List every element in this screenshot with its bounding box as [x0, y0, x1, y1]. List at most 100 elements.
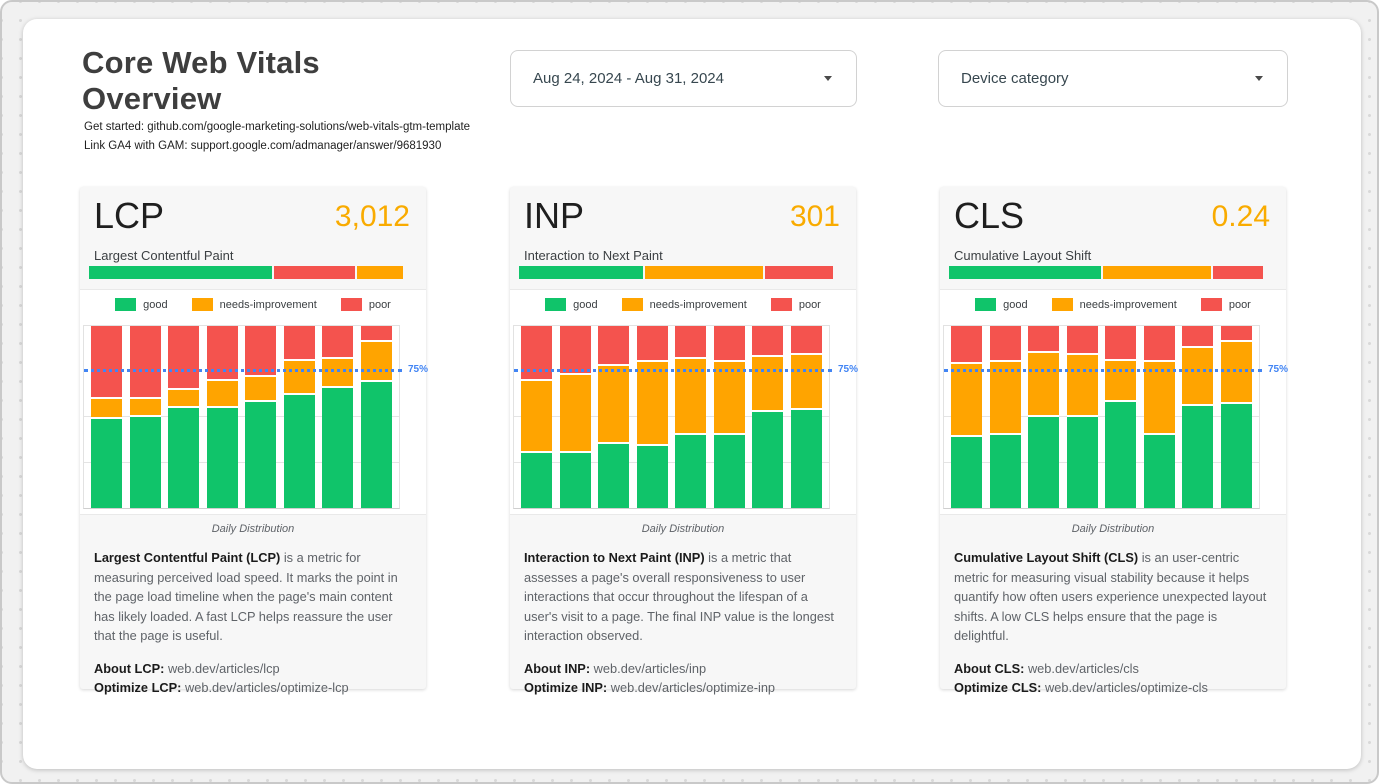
bar-segment-good [1143, 435, 1175, 508]
stacked-bar-4 [636, 326, 668, 508]
legend-item-good: good [115, 298, 168, 311]
distribution-segment-good [89, 266, 272, 279]
stacked-bar-8 [1220, 326, 1252, 508]
metric-subtitle: Interaction to Next Paint [524, 248, 663, 263]
bar-segment-good [752, 411, 784, 508]
bar-segment-poor [245, 326, 277, 377]
reference-line-label: 75% [408, 363, 429, 375]
link-ga4-gam-link: Link GA4 with GAM: support.google.com/ad… [84, 140, 442, 152]
stacked-bar-6 [713, 326, 745, 508]
legend-swatch-needs-improvement [191, 298, 213, 311]
chevron-down-icon [824, 76, 832, 81]
bar-segment-needs-improvement [322, 358, 354, 388]
bar-segment-needs-improvement [713, 362, 745, 436]
description-body: is an user-centric metric for measuring … [954, 550, 1267, 643]
bar-segment-needs-improvement [559, 375, 591, 454]
bar-segment-needs-improvement [91, 398, 123, 419]
stacked-bar-2 [129, 326, 161, 508]
distribution-segment-poor [1213, 266, 1263, 279]
metric-title: LCP [94, 195, 165, 236]
bar-segment-good [1066, 417, 1098, 508]
reference-line-label: 75% [1268, 363, 1289, 375]
metric-description: Cumulative Layout Shift (CLS) is an user… [954, 548, 1273, 698]
bar-segment-needs-improvement [790, 355, 822, 410]
bar-segment-good [598, 444, 630, 508]
date-range-control[interactable]: Aug 24, 2024 - Aug 31, 2024 [510, 50, 857, 107]
reference-line-75: 75% [944, 364, 1288, 375]
stacked-bar-3 [168, 326, 200, 508]
legend-swatch-poor [1200, 298, 1222, 311]
bar-segment-good [951, 437, 983, 508]
legend-item-poor: poor [1200, 298, 1251, 311]
optimize-line: Optimize LCP: web.dev/articles/optimize-… [94, 678, 413, 698]
legend-swatch-needs-improvement [1051, 298, 1073, 311]
daily-distribution-chart[interactable]: 75% [943, 325, 1288, 509]
metric-subtitle: Largest Contentful Paint [94, 248, 234, 263]
bar-segment-needs-improvement [245, 376, 277, 403]
gridline-50 [514, 416, 829, 417]
description-lead: Interaction to Next Paint (INP) [524, 550, 705, 565]
legend-label: good [143, 298, 168, 311]
distribution-segment-needs-improvement [356, 266, 403, 279]
metric-title: CLS [954, 195, 1025, 236]
optimize-url: web.dev/articles/optimize-inp [610, 680, 776, 695]
chart-legend: good needs-improvement poor [940, 298, 1286, 311]
daily-distribution-chart[interactable]: 75% [513, 325, 858, 509]
metric-description: Interaction to Next Paint (INP) is a met… [524, 548, 843, 698]
about-line: About INP: web.dev/articles/inp [524, 659, 843, 679]
stacked-bar-3 [598, 326, 630, 508]
bar-segment-poor [675, 326, 707, 359]
bar-segment-good [168, 407, 200, 508]
bar-segment-needs-improvement [1220, 342, 1252, 405]
bar-segment-needs-improvement [752, 356, 784, 412]
metric-title: INP [524, 195, 585, 236]
daily-distribution-chart[interactable]: 75% [83, 325, 428, 509]
bar-segment-poor [1182, 326, 1214, 348]
legend-label: poor [368, 298, 391, 311]
stacked-bar-1 [521, 326, 553, 508]
stacked-bar-4 [1066, 326, 1098, 508]
device-category-control[interactable]: Device category [938, 50, 1288, 107]
stacked-bar-8 [360, 326, 392, 508]
legend-item-poor: poor [770, 298, 821, 311]
bar-segment-good [1028, 417, 1060, 508]
description-body: is a metric for measuring perceived load… [94, 550, 398, 643]
bar-segment-good [129, 417, 161, 508]
bar-segment-poor [1105, 326, 1137, 361]
device-category-value: Device category [961, 70, 1069, 87]
about-line: About LCP: web.dev/articles/lcp [94, 659, 413, 679]
optimize-url: web.dev/articles/optimize-cls [1045, 680, 1208, 695]
bar-segment-good [360, 382, 392, 508]
legend-label: good [1003, 298, 1028, 311]
stacked-bar-7 [322, 326, 354, 508]
bar-segment-poor [1143, 326, 1175, 363]
bar-segment-poor [598, 326, 630, 367]
gridline-25 [84, 461, 399, 463]
stacked-bar-7 [752, 326, 784, 508]
legend-swatch-poor [770, 298, 792, 311]
date-range-value: Aug 24, 2024 - Aug 31, 2024 [533, 70, 724, 87]
stacked-bar-6 [1143, 326, 1175, 508]
chart-caption: Daily Distribution [211, 523, 295, 535]
bar-segment-poor [1028, 326, 1060, 354]
description-lead: Cumulative Layout Shift (CLS) [954, 550, 1139, 565]
gridline-25 [944, 461, 1259, 463]
legend-label: needs-improvement [649, 298, 747, 311]
legend-swatch-poor [340, 298, 362, 311]
stacked-bar-2 [559, 326, 591, 508]
bar-segment-poor [206, 326, 238, 381]
bar-segment-needs-improvement [206, 380, 238, 408]
bar-segment-needs-improvement [1105, 360, 1137, 403]
optimize-line: Optimize INP: web.dev/articles/optimize-… [524, 678, 843, 698]
stacked-bar-5 [245, 326, 277, 508]
reference-links: About LCP: web.dev/articles/lcp Optimize… [94, 659, 413, 698]
bar-segment-needs-improvement [360, 342, 392, 383]
bar-segment-needs-improvement [636, 362, 668, 447]
legend-label: needs-improvement [219, 298, 317, 311]
description-paragraph: Largest Contentful Paint (LCP) is a metr… [94, 548, 413, 646]
distribution-segment-good [519, 266, 643, 279]
bar-segment-poor [790, 326, 822, 356]
quality-distribution-bar [519, 266, 833, 279]
get-started-link: Get started: github.com/google-marketing… [84, 121, 471, 133]
